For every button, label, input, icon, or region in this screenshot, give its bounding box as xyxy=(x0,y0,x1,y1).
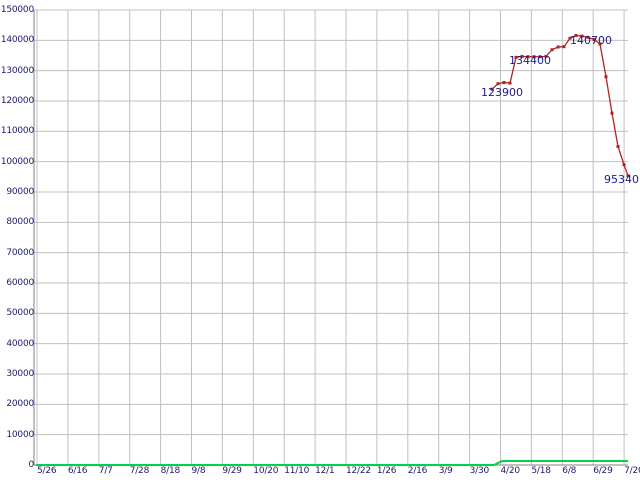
x-axis-tick-label: 9/8 xyxy=(191,466,206,476)
data-point-marker xyxy=(556,45,560,49)
data-point-marker xyxy=(622,163,626,167)
y-axis-tick-label: 20000 xyxy=(6,399,34,410)
y-axis-tick-label: 120000 xyxy=(0,96,34,106)
y-axis-tick-label: 110000 xyxy=(0,126,34,137)
x-axis-tick-label: 7/7 xyxy=(98,466,113,476)
y-axis-tick-label: 10000 xyxy=(6,429,34,440)
x-axis-tick-label: 9/29 xyxy=(222,466,242,476)
y-axis-tick-label: 0 xyxy=(28,460,34,470)
y-axis-tick-label: 40000 xyxy=(6,338,34,349)
data-point-marker xyxy=(502,80,506,84)
data-point-marker xyxy=(508,81,512,85)
x-axis-tick-label: 11/10 xyxy=(284,466,310,476)
data-point-value-label: 123900 xyxy=(481,86,523,99)
plot-area xyxy=(33,9,630,466)
x-axis-tick-label: 3/9 xyxy=(438,466,453,476)
data-point-value-label: 140700 xyxy=(570,34,612,47)
gridlines xyxy=(33,9,628,466)
data-point-marker xyxy=(592,37,596,41)
series-line-price xyxy=(491,34,629,177)
y-axis-tick-label: 60000 xyxy=(6,278,34,288)
x-axis-tick-label: 12/22 xyxy=(346,466,371,476)
x-axis-tick-label: 6/8 xyxy=(562,466,577,476)
data-point-marker xyxy=(550,48,554,52)
data-point-marker xyxy=(586,35,590,39)
x-axis-tick-label: 4/20 xyxy=(500,466,521,476)
data-point-value-label: 95340 xyxy=(604,173,639,186)
y-axis-tick-label: 30000 xyxy=(6,369,34,379)
y-axis-tick-label: 100000 xyxy=(0,156,34,167)
data-point-marker xyxy=(562,45,566,49)
y-axis-tick-label: 90000 xyxy=(6,187,34,197)
y-axis-tick-label: 150000 xyxy=(0,5,34,15)
data-point-marker xyxy=(496,82,500,86)
x-axis-tick-label: 12/1 xyxy=(315,466,335,476)
series-line-volume-baseline xyxy=(36,460,628,466)
x-axis-tick-label: 5/18 xyxy=(531,466,551,476)
x-axis-tick-label: 2/16 xyxy=(407,466,428,476)
data-point-marker xyxy=(610,111,614,115)
data-point-marker xyxy=(580,34,584,38)
data-point-marker xyxy=(532,55,536,59)
x-axis-tick-label: 10/20 xyxy=(253,466,279,476)
y-axis-tick-label: 70000 xyxy=(6,247,34,258)
data-point-marker xyxy=(568,36,572,40)
x-axis-tick-label: 7/28 xyxy=(129,466,150,476)
y-axis-tick-label: 50000 xyxy=(6,308,34,319)
data-point-value-label: 134400 xyxy=(509,54,551,67)
data-point-marker xyxy=(544,54,548,58)
data-point-marker xyxy=(626,174,630,178)
x-axis-tick-label: 1/26 xyxy=(376,466,397,476)
data-point-marker xyxy=(490,87,494,91)
data-series-layer xyxy=(36,33,630,466)
y-axis-tick-label: 80000 xyxy=(6,217,34,228)
x-axis-tick-label: 6/16 xyxy=(67,466,88,476)
x-axis-tick-label: 5/26 xyxy=(37,466,57,476)
data-point-marker xyxy=(514,55,518,59)
data-point-marker xyxy=(604,75,608,79)
y-axis-tick-label: 140000 xyxy=(0,35,34,46)
x-axis-tick-label: 6/29 xyxy=(593,466,613,476)
data-point-marker xyxy=(526,55,530,59)
data-point-marker xyxy=(598,42,602,46)
x-axis-tick-label: 3/30 xyxy=(469,466,490,476)
x-axis-tick-label: 7/20 xyxy=(624,466,640,476)
y-axis-labels: 150000 140000 130000 120000 110000 100000 9000… xyxy=(0,6,34,470)
data-point-marker xyxy=(520,54,524,58)
y-axis-tick-label: 130000 xyxy=(0,65,34,76)
x-axis-tick-label: 8/18 xyxy=(160,466,181,476)
data-point-marker xyxy=(538,55,542,59)
data-point-marker xyxy=(574,33,578,37)
data-point-marker xyxy=(616,145,620,148)
x-axis-labels: 5/26 6/16 7/7 7/28 8/18 9/8 9/29 10/20 11/10 12/1… xyxy=(34,466,640,480)
